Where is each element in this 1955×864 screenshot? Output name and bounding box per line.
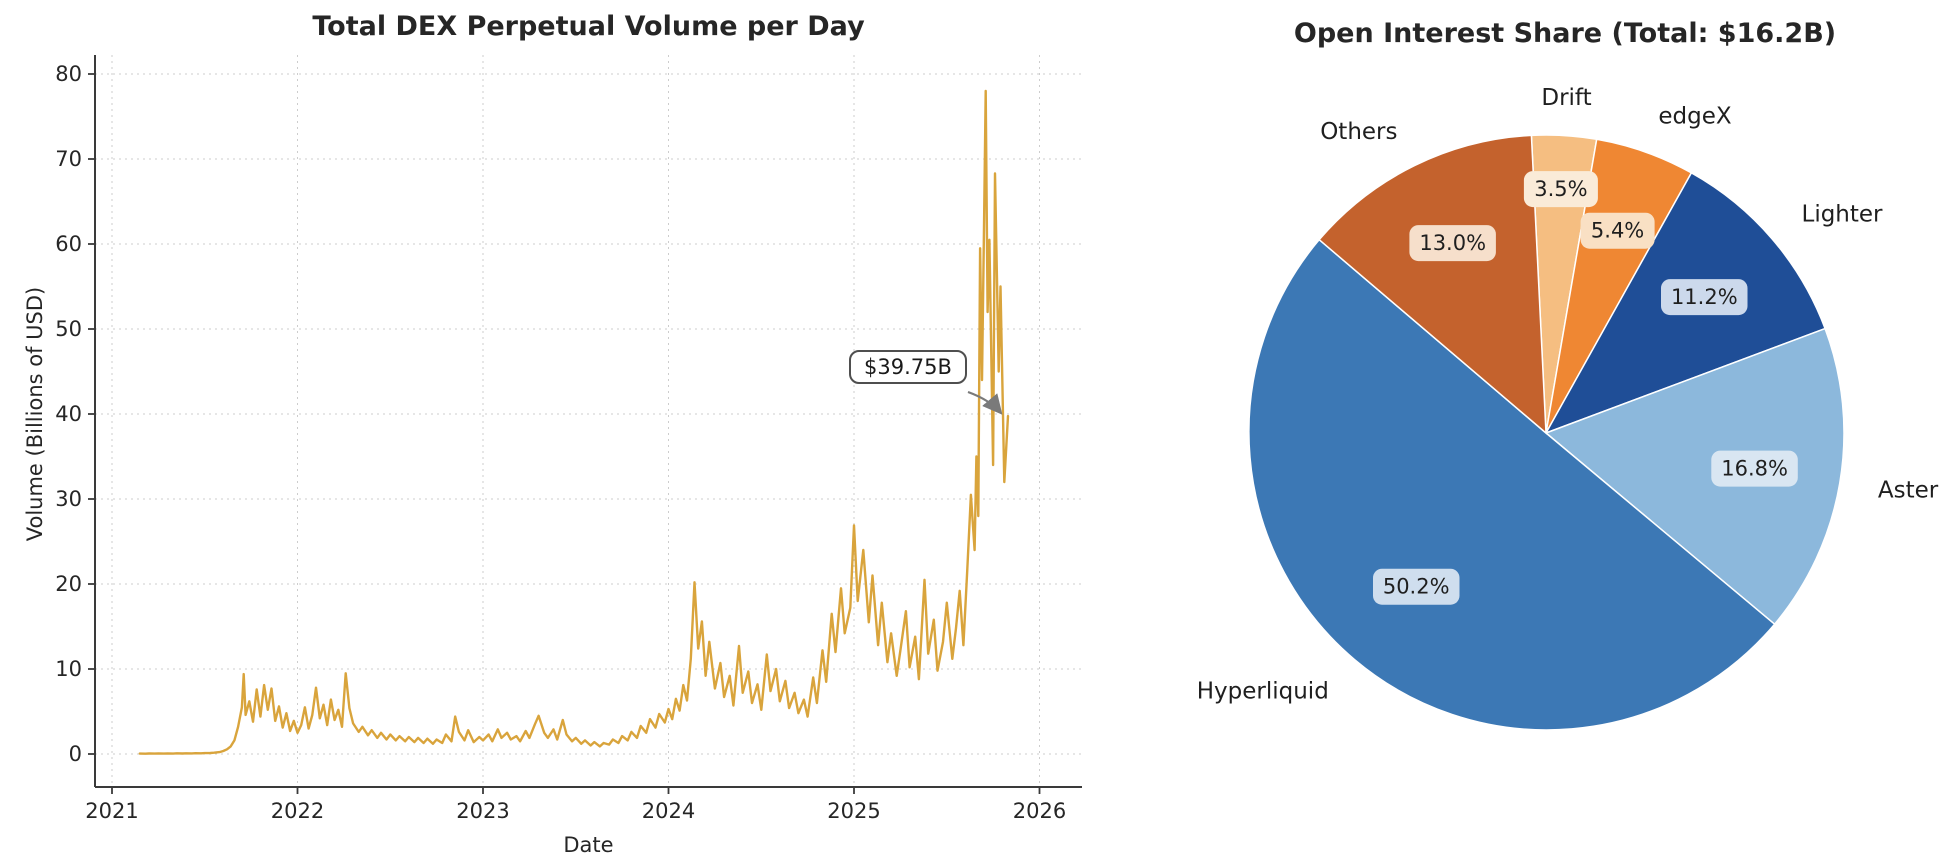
volume-line-series	[138, 89, 1010, 755]
pct-label-box	[1580, 212, 1655, 249]
annotation-arrow	[967, 390, 1003, 415]
pct-label: 13.0%	[1419, 231, 1486, 255]
pct-label-box	[1661, 279, 1748, 316]
pct-label: 11.2%	[1671, 285, 1738, 309]
x-tick-label: 2021	[85, 799, 138, 823]
y-tick-label: 80	[55, 62, 82, 86]
volume-line-chart: 0 10 20 30 40 50 60 70 80 2021 2022 2023 2024 2025 202…	[55, 55, 1082, 823]
pct-label: 5.4%	[1591, 219, 1644, 243]
x-axis-label: Date	[563, 833, 614, 857]
y-tick-label: 50	[55, 317, 82, 341]
pie-chart-title: Open Interest Share (Total: $16.2B)	[1293, 18, 1837, 49]
y-tick-label: 0	[69, 742, 82, 766]
y-tick-label: 60	[55, 232, 82, 256]
pie-label-drift: Drift	[1541, 85, 1591, 111]
pie-label-others: Others	[1320, 119, 1397, 145]
open-interest-pie-chart: 3.5%5.4% 11.2% 16.8% 50.2% 13.0% Drift edgeX Li…	[1197, 85, 1939, 731]
y-tick-label: 30	[55, 487, 82, 511]
y-axis-label: Volume (Billions of USD)	[23, 286, 47, 542]
pie-label-lighter: Lighter	[1802, 202, 1884, 228]
y-tick-label: 20	[55, 572, 82, 596]
pie-slice-others	[1318, 134, 1547, 435]
pct-label: 50.2%	[1383, 575, 1450, 599]
line-chart-title: Total DEX Perpetual Volume per Day	[312, 11, 865, 42]
x-tick-label: 2024	[642, 799, 695, 823]
pie-slice-hyperliquid	[1248, 238, 1776, 731]
pie-label-aster: Aster	[1878, 478, 1939, 504]
pct-label: 16.8%	[1721, 457, 1788, 481]
x-tick-label: 2026	[1013, 799, 1066, 823]
x-tick-label: 2023	[456, 799, 509, 823]
pct-label: 3.5%	[1534, 177, 1587, 201]
x-tick-label: 2022	[271, 799, 324, 823]
pie-label-edgex: edgeX	[1658, 104, 1732, 130]
annotation-callout: $39.75B	[849, 350, 967, 384]
y-tick-label: 40	[55, 402, 82, 426]
pct-label-box	[1409, 225, 1496, 262]
pie-slice-aster	[1544, 327, 1845, 626]
pct-label-box	[1373, 568, 1460, 605]
y-tick-label: 70	[55, 147, 82, 171]
x-tick-label: 2025	[827, 799, 880, 823]
pie-label-hyperliquid: Hyperliquid	[1197, 678, 1329, 704]
y-tick-label: 10	[55, 657, 82, 681]
pct-label-box	[1711, 450, 1798, 487]
pct-label-box	[1523, 171, 1598, 208]
